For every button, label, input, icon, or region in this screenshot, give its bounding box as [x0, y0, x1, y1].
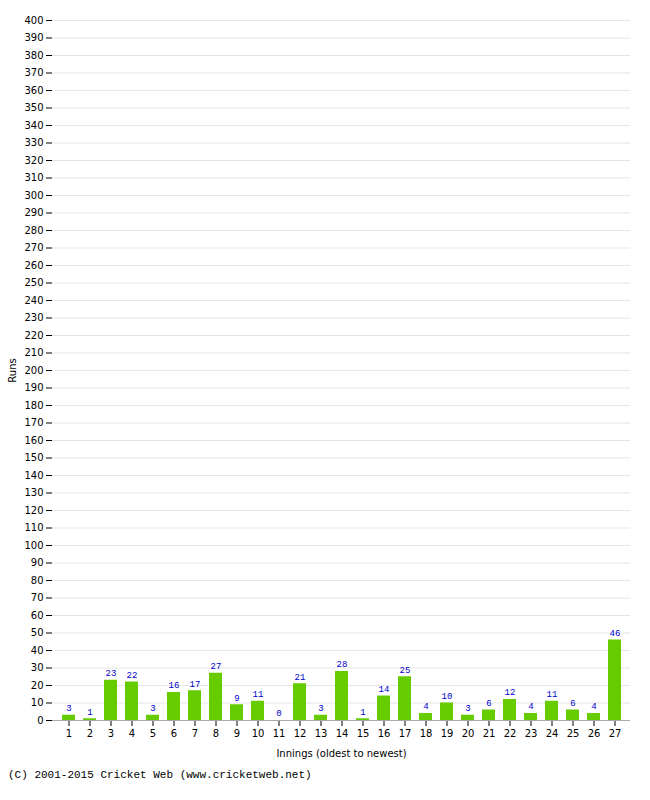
- svg-text:3: 3: [150, 704, 155, 714]
- svg-text:3: 3: [465, 704, 470, 714]
- svg-text:4: 4: [528, 702, 533, 712]
- svg-text:100: 100: [24, 540, 43, 551]
- svg-text:21: 21: [295, 673, 306, 683]
- svg-text:23: 23: [106, 669, 117, 679]
- svg-text:120: 120: [24, 505, 43, 516]
- svg-text:27: 27: [211, 662, 222, 672]
- svg-text:200: 200: [24, 365, 43, 376]
- svg-text:17: 17: [190, 680, 201, 690]
- svg-text:14: 14: [379, 685, 390, 695]
- svg-text:4: 4: [423, 702, 428, 712]
- svg-text:5: 5: [150, 728, 156, 739]
- svg-text:28: 28: [337, 660, 348, 670]
- svg-text:300: 300: [24, 190, 43, 201]
- svg-text:170: 170: [24, 417, 43, 428]
- svg-text:14: 14: [336, 728, 349, 739]
- svg-text:3: 3: [108, 728, 114, 739]
- svg-text:46: 46: [610, 629, 621, 639]
- svg-text:220: 220: [24, 330, 43, 341]
- svg-text:10: 10: [442, 692, 453, 702]
- svg-text:27: 27: [609, 728, 622, 739]
- svg-text:60: 60: [31, 610, 44, 621]
- svg-text:16: 16: [378, 728, 391, 739]
- svg-text:3: 3: [318, 704, 323, 714]
- svg-text:24: 24: [546, 728, 559, 739]
- svg-text:320: 320: [24, 155, 43, 166]
- svg-text:190: 190: [24, 382, 43, 393]
- svg-text:270: 270: [24, 242, 43, 253]
- svg-text:22: 22: [504, 728, 517, 739]
- svg-text:370: 370: [24, 67, 43, 78]
- svg-text:30: 30: [31, 662, 44, 673]
- svg-text:10: 10: [31, 697, 44, 708]
- svg-text:160: 160: [24, 435, 43, 446]
- svg-text:15: 15: [357, 728, 370, 739]
- svg-text:40: 40: [31, 645, 44, 656]
- svg-text:2: 2: [87, 728, 93, 739]
- svg-text:1: 1: [66, 728, 72, 739]
- svg-text:4: 4: [591, 702, 596, 712]
- svg-text:340: 340: [24, 120, 43, 131]
- svg-text:20: 20: [31, 680, 44, 691]
- svg-text:130: 130: [24, 487, 43, 498]
- svg-text:25: 25: [567, 728, 580, 739]
- svg-text:17: 17: [399, 728, 412, 739]
- svg-text:140: 140: [24, 470, 43, 481]
- svg-text:3: 3: [66, 704, 71, 714]
- svg-text:25: 25: [400, 666, 411, 676]
- svg-text:210: 210: [24, 347, 43, 358]
- svg-text:350: 350: [24, 102, 43, 113]
- svg-text:390: 390: [24, 32, 43, 43]
- svg-text:330: 330: [24, 137, 43, 148]
- svg-text:19: 19: [441, 728, 454, 739]
- svg-text:Innings (oldest to newest): Innings (oldest to newest): [276, 748, 406, 759]
- svg-text:6: 6: [171, 728, 177, 739]
- svg-text:1: 1: [87, 708, 92, 718]
- svg-text:8: 8: [213, 728, 219, 739]
- svg-text:Runs: Runs: [7, 358, 18, 382]
- svg-text:280: 280: [24, 225, 43, 236]
- svg-text:12: 12: [505, 688, 516, 698]
- svg-text:90: 90: [31, 557, 44, 568]
- svg-text:240: 240: [24, 295, 43, 306]
- svg-text:12: 12: [294, 728, 307, 739]
- html-text:(C) 2001-2015 Cricket Web (www: (C) 2001-2015 Cricket Web (www.cricketwe…: [8, 769, 312, 781]
- svg-text:6: 6: [570, 699, 575, 709]
- svg-text:110: 110: [24, 522, 43, 533]
- svg-text:290: 290: [24, 207, 43, 218]
- svg-text:23: 23: [525, 728, 538, 739]
- svg-text:9: 9: [234, 694, 239, 704]
- svg-text:0: 0: [276, 709, 281, 719]
- svg-text:70: 70: [31, 592, 44, 603]
- svg-text:22: 22: [127, 671, 138, 681]
- svg-text:21: 21: [483, 728, 496, 739]
- svg-text:6: 6: [486, 699, 491, 709]
- svg-text:13: 13: [315, 728, 328, 739]
- svg-text:11: 11: [547, 690, 558, 700]
- svg-text:250: 250: [24, 277, 43, 288]
- svg-text:10: 10: [252, 728, 265, 739]
- svg-text:50: 50: [31, 627, 44, 638]
- svg-text:360: 360: [24, 85, 43, 96]
- svg-text:11: 11: [273, 728, 286, 739]
- svg-text:18: 18: [420, 728, 433, 739]
- svg-text:230: 230: [24, 312, 43, 323]
- svg-text:310: 310: [24, 172, 43, 183]
- svg-text:11: 11: [253, 690, 264, 700]
- svg-text:26: 26: [588, 728, 601, 739]
- svg-text:9: 9: [234, 728, 240, 739]
- svg-text:4: 4: [129, 728, 135, 739]
- svg-text:400: 400: [24, 15, 43, 26]
- svg-text:150: 150: [24, 452, 43, 463]
- svg-text:260: 260: [24, 260, 43, 271]
- svg-text:16: 16: [169, 681, 180, 691]
- svg-text:380: 380: [24, 50, 43, 61]
- svg-text:0: 0: [37, 715, 43, 726]
- svg-text:20: 20: [462, 728, 475, 739]
- svg-text:180: 180: [24, 400, 43, 411]
- svg-text:80: 80: [31, 575, 44, 586]
- svg-text:1: 1: [360, 708, 365, 718]
- svg-text:7: 7: [192, 728, 198, 739]
